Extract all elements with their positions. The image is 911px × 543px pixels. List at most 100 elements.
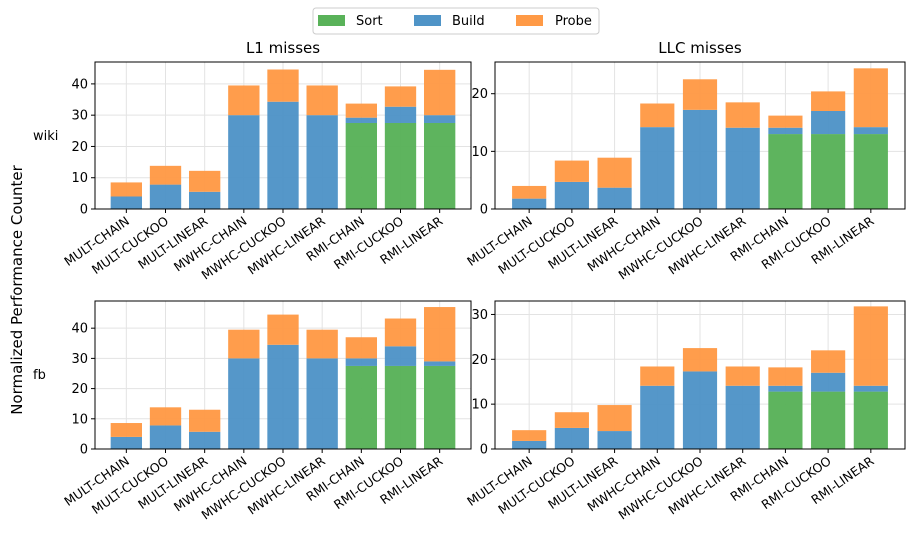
bar-build-mult-cuckoo <box>149 184 182 209</box>
y-tick-label-1: 10 <box>71 412 88 427</box>
legend-swatch-build <box>414 15 441 26</box>
bar-build-mwhc-linear <box>306 358 338 449</box>
y-tick-label-4: 40 <box>71 322 88 337</box>
panel-wiki-llc: 01020MULT-CHAINMULT-CUCKOOMULT-LINEARMWH… <box>464 39 906 283</box>
legend-swatch-sort <box>318 15 345 26</box>
bar-probe-mwhc-chain <box>640 366 675 386</box>
bar-build-mult-linear <box>597 431 632 449</box>
bar-build-mult-linear <box>189 431 221 449</box>
bar-probe-mult-chain <box>110 182 142 197</box>
y-tick-label-0: 0 <box>80 443 88 458</box>
bar-build-rmi-cuckoo <box>384 106 417 123</box>
bar-probe-mwhc-cuckoo <box>267 314 299 345</box>
bar-probe-mwhc-chain <box>640 103 675 128</box>
y-tick-label-3: 30 <box>71 109 88 124</box>
y-tick-label-1: 10 <box>471 145 488 160</box>
row-label-fb: fb <box>33 368 46 383</box>
bar-build-mwhc-chain <box>228 358 260 449</box>
bar-build-rmi-linear <box>853 385 888 392</box>
y-tick-label-2: 20 <box>471 353 488 368</box>
bar-build-mult-cuckoo <box>149 425 182 449</box>
y-tick-label-0: 0 <box>480 203 488 218</box>
y-axis-label: Normalized Performance Counter <box>8 164 26 414</box>
bar-build-mwhc-cuckoo <box>682 371 718 449</box>
bar-sort-rmi-chain <box>345 365 377 449</box>
bar-probe-rmi-cuckoo <box>384 318 417 347</box>
bar-probe-mwhc-linear <box>725 102 760 128</box>
legend-frame <box>312 7 600 35</box>
bar-build-rmi-chain <box>345 117 377 123</box>
bar-probe-rmi-chain <box>345 337 377 359</box>
bar-build-mwhc-linear <box>725 385 760 449</box>
bar-sort-rmi-cuckoo <box>384 365 417 449</box>
legend-label-probe: Probe <box>555 14 592 29</box>
bar-build-rmi-chain <box>345 358 377 366</box>
bar-probe-rmi-chain <box>345 103 377 118</box>
bar-build-mwhc-linear <box>725 127 760 209</box>
bar-build-mwhc-chain <box>640 385 675 449</box>
bar-build-mult-linear <box>597 187 632 209</box>
y-tick-label-1: 10 <box>471 398 488 413</box>
bar-probe-mwhc-linear <box>306 329 338 359</box>
bar-build-mult-chain <box>512 440 547 449</box>
bar-sort-rmi-linear <box>853 391 888 449</box>
legend-swatch-probe <box>516 15 543 26</box>
bar-probe-mult-chain <box>512 185 547 199</box>
y-tick-label-4: 40 <box>71 77 88 92</box>
bar-build-rmi-linear <box>424 361 456 366</box>
bar-build-mwhc-linear <box>306 115 338 209</box>
bar-probe-rmi-cuckoo <box>811 91 846 111</box>
bar-sort-rmi-cuckoo <box>811 134 846 209</box>
bar-probe-rmi-linear <box>424 307 456 362</box>
panel-fb-l1: 010203040MULT-CHAINMULT-CUCKOOMULT-LINEA… <box>33 300 472 523</box>
panel-wiki-l1: 010203040MULT-CHAINMULT-CUCKOOMULT-LINEA… <box>33 39 472 283</box>
y-tick-label-2: 20 <box>471 87 488 102</box>
bar-probe-rmi-cuckoo <box>811 350 846 373</box>
bar-sort-rmi-linear <box>853 134 888 209</box>
bar-probe-mult-cuckoo <box>149 165 182 185</box>
bar-probe-mwhc-cuckoo <box>267 69 299 102</box>
bar-probe-rmi-linear <box>853 68 888 128</box>
bar-sort-rmi-cuckoo <box>811 391 846 449</box>
bar-probe-mwhc-chain <box>228 329 260 359</box>
panel-fb-llc: 0102030MULT-CHAINMULT-CUCKOOMULT-LINEARM… <box>464 300 906 523</box>
bar-build-mwhc-cuckoo <box>267 101 299 209</box>
y-tick-label-2: 20 <box>71 382 88 397</box>
bar-probe-mult-cuckoo <box>554 160 589 182</box>
bar-probe-rmi-linear <box>853 306 888 386</box>
bar-probe-mult-cuckoo <box>149 407 182 426</box>
bar-probe-mult-linear <box>597 157 632 188</box>
bar-build-mult-linear <box>189 191 221 209</box>
bar-sort-rmi-chain <box>768 134 803 209</box>
y-tick-label-0: 0 <box>480 443 488 458</box>
y-tick-label-0: 0 <box>80 203 88 218</box>
legend-label-build: Build <box>452 14 485 29</box>
bar-probe-mwhc-cuckoo <box>682 79 718 110</box>
y-tick-label-2: 20 <box>71 140 88 155</box>
bar-probe-rmi-linear <box>424 69 456 116</box>
bar-build-rmi-cuckoo <box>811 111 846 135</box>
bar-build-rmi-linear <box>424 115 456 123</box>
row-label-wiki: wiki <box>33 129 58 144</box>
bar-build-rmi-linear <box>853 127 888 135</box>
bar-probe-rmi-chain <box>768 367 803 386</box>
bar-build-mwhc-cuckoo <box>267 344 299 449</box>
bar-build-mult-chain <box>512 198 547 209</box>
bar-sort-rmi-linear <box>424 122 456 209</box>
bar-probe-mult-cuckoo <box>554 412 589 428</box>
bar-probe-mult-linear <box>189 409 221 432</box>
bar-probe-rmi-cuckoo <box>384 86 417 107</box>
bar-build-rmi-chain <box>768 127 803 135</box>
bar-sort-rmi-cuckoo <box>384 122 417 209</box>
bar-probe-mult-chain <box>110 423 142 437</box>
bar-probe-mwhc-chain <box>228 85 260 116</box>
bar-sort-rmi-chain <box>345 122 377 209</box>
bar-probe-mwhc-linear <box>725 366 760 386</box>
y-tick-label-1: 10 <box>71 171 88 186</box>
bar-build-mwhc-chain <box>640 127 675 209</box>
panel-title: LLC misses <box>658 39 742 57</box>
bar-build-mult-chain <box>110 196 142 209</box>
bar-build-rmi-chain <box>768 385 803 392</box>
bar-probe-mwhc-cuckoo <box>682 348 718 372</box>
